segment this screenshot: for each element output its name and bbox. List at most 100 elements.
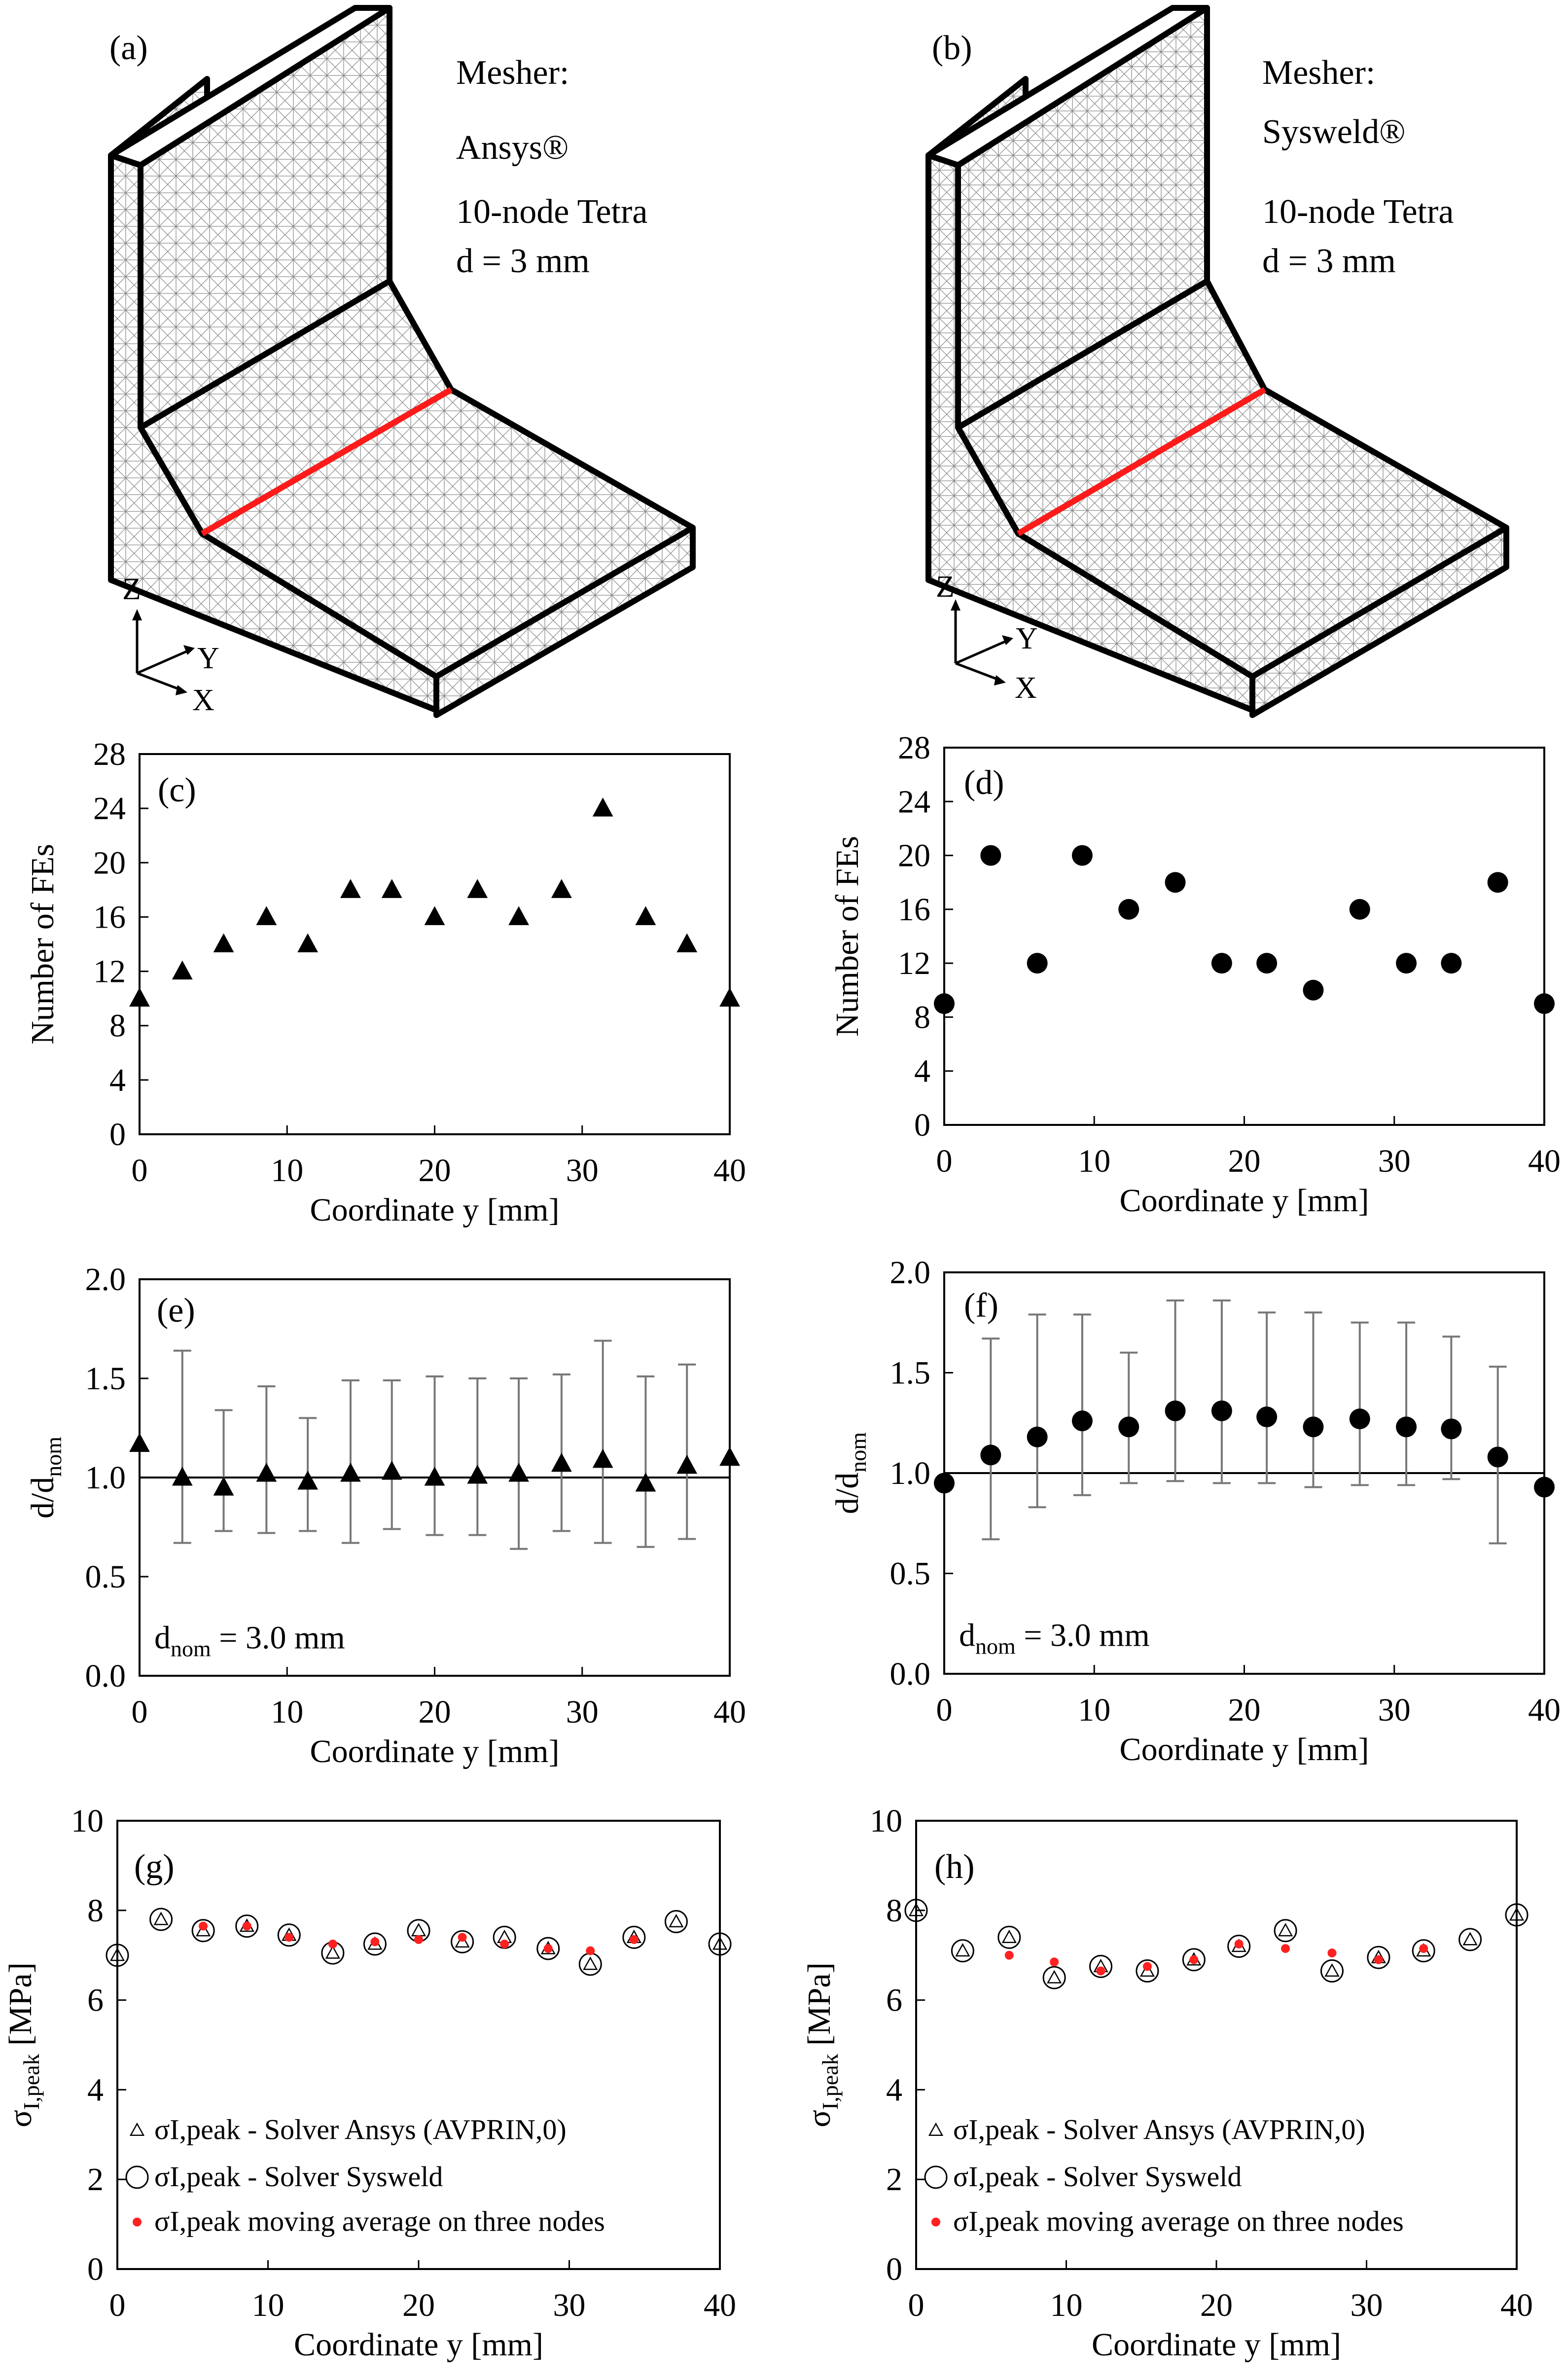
data-point-h-s2	[1234, 1939, 1244, 1948]
data-point-f	[1256, 1406, 1278, 1428]
legend-entry-h-0: σI,peak - Solver Ansys (AVPRIN,0)	[928, 2113, 1365, 2145]
data-point-g-s0	[669, 1913, 684, 1928]
data-point-h-s1	[1274, 1919, 1297, 1943]
y-tick-label-e: 0.0	[85, 1658, 126, 1694]
data-point-g-s1	[106, 1944, 129, 1967]
panel-label-g: (g)	[134, 1848, 175, 1886]
y-axis-label-c: Number of FEs	[25, 844, 61, 1045]
y-tick-label-d: 4	[914, 1053, 930, 1089]
x-tick-label-f: 10	[1078, 1692, 1110, 1728]
data-point-g-s2	[500, 1939, 509, 1948]
data-point-c	[172, 960, 193, 980]
y-tick-label-d: 8	[914, 999, 930, 1035]
data-point-e	[635, 1473, 656, 1492]
data-point-h-s1	[1412, 1939, 1435, 1963]
panel-b-label: (b)	[932, 29, 972, 67]
data-point-h-s0	[1509, 1907, 1525, 1921]
data-point-f	[980, 1444, 1001, 1466]
data-point-g-s1	[363, 1932, 387, 1956]
data-point-f	[1118, 1416, 1139, 1438]
x-tick-label-c: 0	[132, 1153, 148, 1189]
data-point-c	[508, 906, 529, 925]
data-point-d	[1071, 845, 1093, 866]
data-point-e	[172, 1467, 193, 1486]
y-tick-label-g: 2	[87, 2162, 104, 2198]
data-point-g-s0	[153, 1911, 169, 1925]
data-point-h-s2	[1281, 1944, 1290, 1953]
data-point-h-s0	[955, 1943, 970, 1957]
element-type-a: 10-node Tetra	[456, 193, 647, 231]
data-point-h-s1	[1182, 1948, 1206, 1972]
data-point-e	[551, 1452, 572, 1472]
y-tick-label-c: 4	[109, 1062, 126, 1098]
x-tick-label-h: 10	[1050, 2287, 1083, 2323]
panel-a-label: (a)	[109, 29, 148, 67]
data-point-h-s2	[1004, 1950, 1014, 1960]
data-point-g-s1	[149, 1908, 173, 1931]
data-point-g-s0	[712, 1936, 728, 1950]
weld-toe-line-b	[1016, 387, 1267, 537]
data-point-g-s2	[199, 1921, 208, 1931]
legend-marker-h-0	[928, 2122, 944, 2136]
data-point-h-s1	[1505, 1903, 1529, 1927]
legend-entry-h-2: σI,peak moving average on three nodes	[931, 2205, 1404, 2237]
data-point-e	[129, 1433, 150, 1452]
chart-h: 0 2 4 6 8 10 0 10 20 30 40 Coordinate y [mm] σI,peak…	[801, 1803, 1533, 2363]
data-point-c	[592, 797, 613, 817]
x-tick-label-h: 30	[1351, 2287, 1383, 2323]
data-point-g-s2	[629, 1935, 639, 1944]
data-point-g-s1	[708, 1932, 732, 1956]
element-size-b: d = 3 mm	[1262, 242, 1396, 280]
panel-label-e: (e)	[157, 1292, 195, 1330]
data-point-g-s2	[543, 1944, 553, 1953]
plot-frame-h	[915, 1820, 1518, 2270]
data-point-h-s1	[1458, 1928, 1482, 1951]
data-point-f	[1396, 1416, 1417, 1438]
data-point-d	[1256, 953, 1278, 974]
legend-label-g-0: σI,peak - Solver Ansys (AVPRIN,0)	[154, 2113, 567, 2145]
data-point-e	[213, 1477, 234, 1496]
data-point-g-s1	[277, 1923, 301, 1947]
mesher-title-a: Mesher:	[456, 54, 569, 92]
data-point-f	[934, 1473, 955, 1494]
y-tick-label-h: 0	[886, 2251, 902, 2287]
y-tick-label-h: 2	[886, 2162, 902, 2198]
y-tick-label-c: 12	[93, 954, 126, 990]
x-tick-label-f: 20	[1228, 1692, 1261, 1728]
axis-z-label-b: Z	[936, 570, 955, 604]
data-point-d	[980, 845, 1001, 866]
data-point-c	[297, 933, 319, 952]
legend-marker-h-1	[924, 2165, 948, 2189]
data-point-f	[1441, 1418, 1462, 1440]
y-tick-label-c: 20	[93, 845, 126, 881]
x-tick-label-e: 40	[713, 1694, 746, 1730]
x-tick-label-c: 40	[713, 1153, 746, 1189]
data-point-c	[467, 879, 488, 898]
y-tick-label-d: 12	[898, 945, 930, 981]
data-point-h-s0	[908, 1903, 924, 1916]
data-point-g-s0	[411, 1923, 427, 1937]
data-point-e	[340, 1462, 361, 1482]
axis-x-label-a: X	[192, 684, 214, 717]
data-point-h-s2	[1142, 1962, 1152, 1971]
data-point-g-s2	[370, 1937, 380, 1947]
mesh-model-a	[108, 5, 696, 718]
element-type-b: 10-node Tetra	[1262, 193, 1454, 231]
data-point-h-s2	[1096, 1966, 1105, 1976]
data-point-d	[1211, 953, 1232, 974]
data-point-h-s1	[1089, 1954, 1113, 1978]
mesher-name-a: Ansys®	[456, 129, 569, 167]
data-point-h-s0	[1047, 1970, 1062, 1983]
y-tick-label-d: 28	[898, 730, 930, 766]
data-point-c	[381, 879, 402, 898]
y-tick-label-g: 0	[87, 2251, 104, 2287]
data-point-g-s2	[414, 1935, 423, 1944]
y-axis-label-g: σI,peak [MPa]	[2, 1962, 44, 2127]
data-point-f	[1211, 1400, 1232, 1421]
y-tick-label-f: 0.5	[890, 1556, 931, 1592]
y-tick-label-f: 1.5	[890, 1355, 931, 1391]
data-point-d	[1303, 979, 1324, 1001]
x-tick-label-f: 30	[1378, 1692, 1411, 1728]
